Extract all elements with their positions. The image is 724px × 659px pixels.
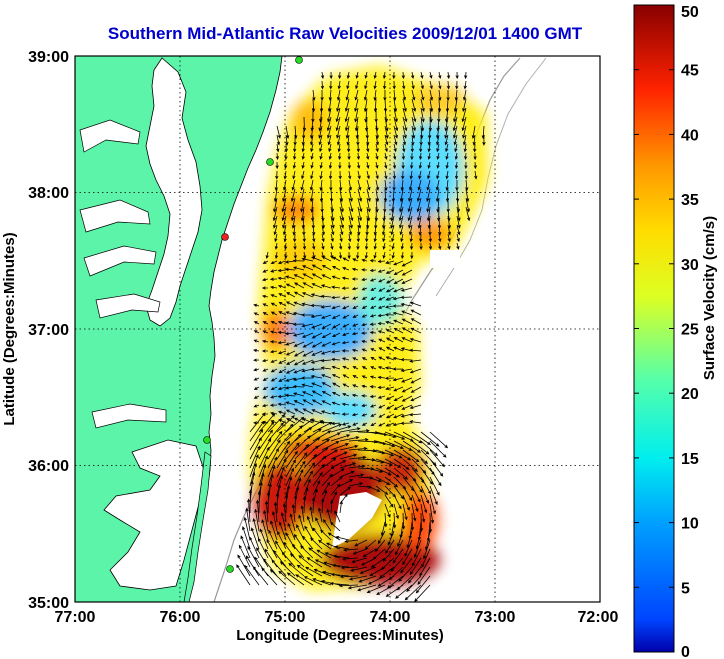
- colorbar-tick-label: 20: [681, 386, 699, 403]
- y-tick-label: 39:00: [28, 49, 69, 66]
- y-tick-label: 35:00: [28, 595, 69, 612]
- x-tick-label: 75:00: [265, 609, 306, 626]
- radar-station: [226, 565, 234, 573]
- colorbar-tick-label: 50: [681, 4, 699, 21]
- colorbar-tick-label: 40: [681, 127, 699, 144]
- y-axis: 39:00 38:00 37:00 36:00 35:00 Latitude (…: [1, 49, 69, 612]
- colorbar-tick-label: 45: [681, 63, 699, 80]
- y-tick-label: 36:00: [28, 458, 69, 475]
- colorbar-label: Surface Velocity (cm/s): [701, 216, 718, 380]
- colorbar-tick-label: 30: [681, 257, 699, 274]
- radar-stations: [203, 56, 303, 573]
- y-tick-label: 37:00: [28, 322, 69, 339]
- x-tick-label: 72:00: [578, 609, 619, 626]
- colorbar-tick-label: 35: [681, 192, 699, 209]
- colorbar-tick-label: 5: [681, 580, 690, 597]
- map-frame: [74, 55, 601, 603]
- vector-arrows: [236, 71, 486, 602]
- map-title: Southern Mid-Atlantic Raw Velocities 200…: [108, 24, 583, 43]
- x-tick-label: 76:00: [160, 609, 201, 626]
- x-tick-label: 74:00: [370, 609, 411, 626]
- colorbar-tick-label: 10: [681, 516, 699, 533]
- map-panel: [75, 56, 600, 602]
- graticule: [75, 56, 600, 602]
- y-tick-label: 38:00: [28, 185, 69, 202]
- x-axis: 77:00 76:00 75:00 74:00 73:00 72:00 Long…: [55, 609, 619, 644]
- radar-station: [266, 158, 274, 166]
- y-axis-label: Latitude (Degrees:Minutes): [1, 232, 18, 425]
- colorbar-gradient: [633, 4, 675, 653]
- x-tick-label: 73:00: [475, 609, 516, 626]
- colorbar-tick-label: 25: [681, 322, 699, 339]
- colorbar-tick-label: 0: [681, 644, 690, 659]
- radar-station-offline: [221, 233, 229, 241]
- current-vectors: [236, 71, 486, 602]
- x-tick-label: 77:00: [55, 609, 96, 626]
- colorbar-tick-label: 15: [681, 451, 699, 468]
- radar-station: [203, 436, 211, 444]
- x-axis-label: Longitude (Degrees:Minutes): [236, 627, 444, 644]
- radar-station: [295, 56, 303, 64]
- chesapeake-bay: [145, 57, 203, 327]
